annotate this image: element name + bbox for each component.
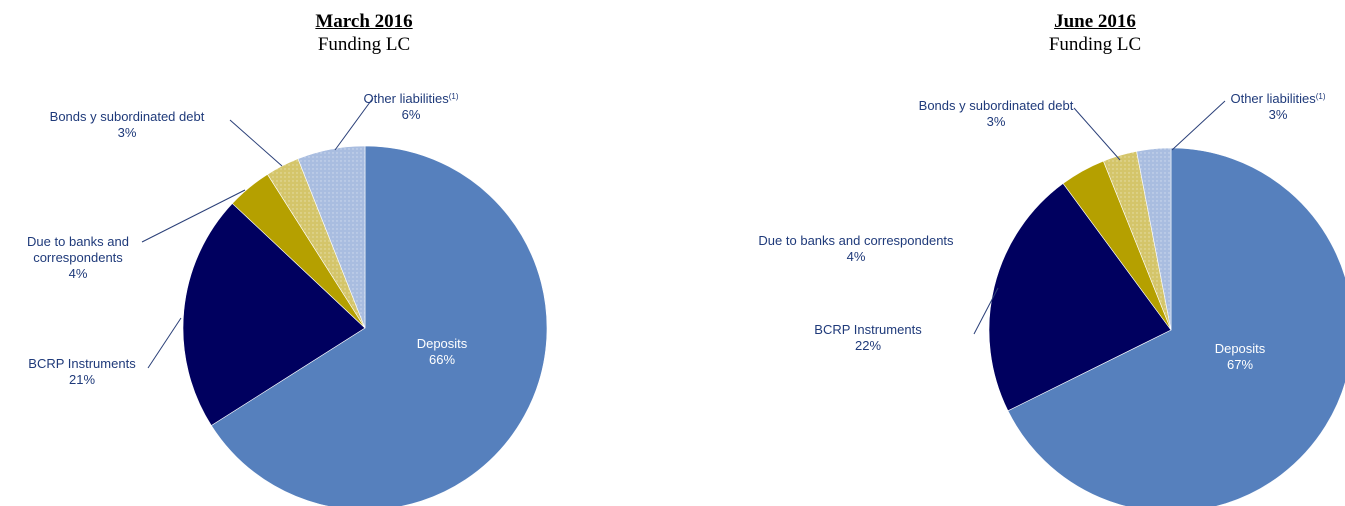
slice-name-label: Due to banks and correspondents <box>758 233 954 248</box>
slice-name-label: Due to banks and <box>27 234 129 249</box>
chart-header: June 2016 Funding LC <box>965 10 1225 56</box>
pie-slice-other-liabilities <box>1136 147 1172 331</box>
leader-line <box>334 97 374 151</box>
chart-subtitle: Funding LC <box>1048 34 1142 55</box>
slice-value-label: 21% <box>69 372 95 387</box>
slice-value-label: 3% <box>118 125 137 140</box>
slice-value-label: 4% <box>847 249 866 264</box>
chart-panel-march-2016: March 2016 Funding LC Deposits 66% BCRP In… <box>0 0 672 506</box>
slice-value-label: 67% <box>1227 357 1253 372</box>
slice-value-label: 4% <box>69 266 88 281</box>
slice-value-label: 3% <box>987 114 1006 129</box>
slice-name-label: Other liabilities(1) <box>363 91 458 106</box>
pie-slice-deposits <box>1007 147 1345 506</box>
footnote-marker: (1) <box>1316 92 1326 101</box>
chart-panel-june-2016: June 2016 Funding LC Deposits 67% BCRP Ins… <box>672 0 1345 506</box>
slice-name-label: BCRP Instruments <box>28 356 136 371</box>
slice-name-label: Other liabilities(1) <box>1230 91 1325 106</box>
leader-line <box>229 119 283 167</box>
slice-name-label: Deposits <box>1215 341 1266 356</box>
slice-name-label: Deposits <box>417 336 468 351</box>
chart-title: June 2016 <box>1054 11 1136 32</box>
slice-name-label: BCRP Instruments <box>814 322 922 337</box>
chart-header: March 2016 Funding LC <box>234 10 494 56</box>
slice-name-label: Bonds y subordinated debt <box>50 109 205 124</box>
leader-line <box>147 317 182 369</box>
slice-label-other-liabilities: Other liabilities(1)3% <box>1230 91 1325 122</box>
leader-line <box>141 189 246 243</box>
pie-slice-deposits <box>210 145 548 506</box>
slice-value-label: 66% <box>429 352 455 367</box>
leader-line <box>1171 100 1226 151</box>
slice-value-label: 22% <box>855 338 881 353</box>
chart-subtitle: Funding LC <box>317 34 411 55</box>
pie-slice-bcrp-instruments <box>182 202 366 426</box>
pie-slice-bcrp-instruments <box>988 183 1172 412</box>
slice-value-label: 3% <box>1269 107 1288 122</box>
slice-name-label: correspondents <box>33 250 123 265</box>
slice-label-other-liabilities: Other liabilities(1)6% <box>363 91 458 122</box>
leader-line <box>1073 107 1121 161</box>
slice-name-label: Bonds y subordinated debt <box>919 98 1074 113</box>
slice-value-label: 6% <box>402 107 421 122</box>
pie-slice-other-liabilities <box>297 145 366 329</box>
chart-title: March 2016 <box>315 11 413 32</box>
leader-line <box>973 287 999 335</box>
footnote-marker: (1) <box>449 92 459 101</box>
